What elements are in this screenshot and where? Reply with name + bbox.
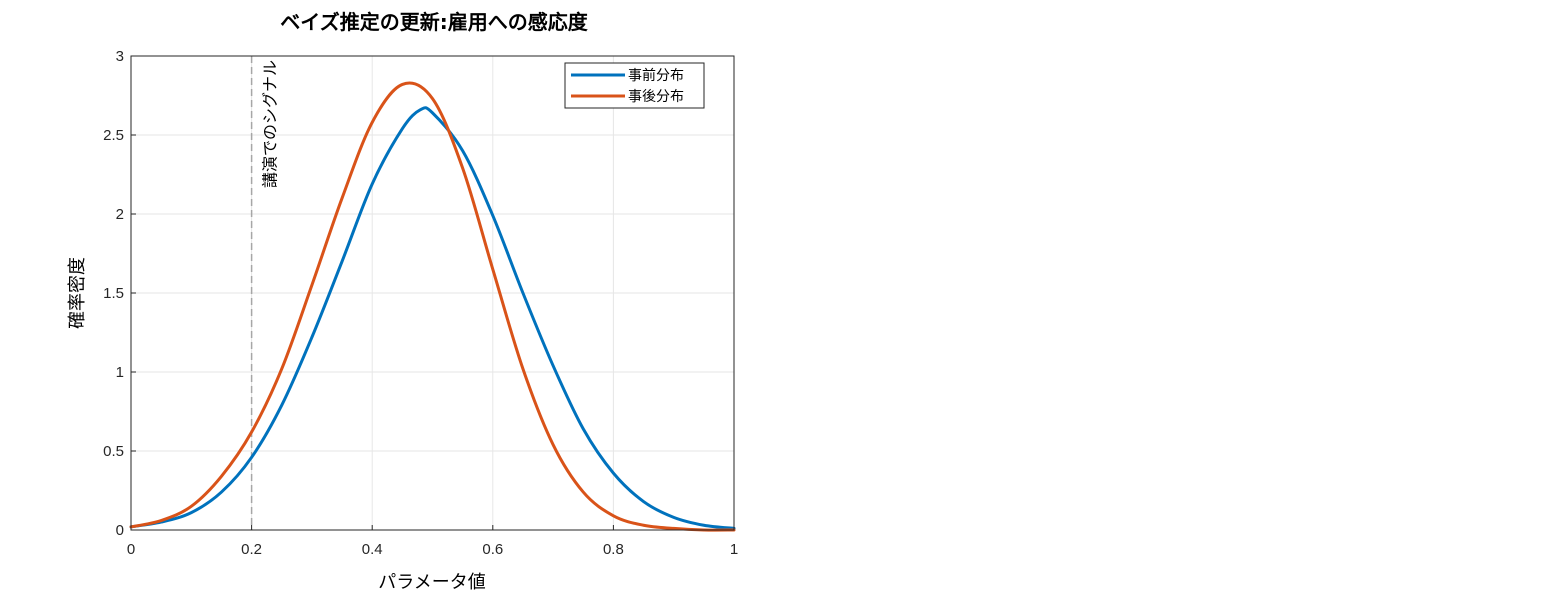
series-lines — [129, 81, 736, 532]
x-axis-label: パラメータ値 — [378, 572, 485, 593]
signal-vline-label: 講演でのシグナル — [261, 60, 280, 188]
x-tick-label: 0.4 — [362, 541, 383, 558]
legend-label-prior: 事前分布 — [628, 67, 684, 84]
y-tick-label: 3 — [116, 48, 124, 65]
x-tick-label: 0.8 — [603, 541, 624, 558]
y-tick-label: 0.5 — [103, 443, 124, 460]
legend-label-posterior: 事後分布 — [628, 89, 684, 105]
legend: 事前分布 事後分布 — [564, 62, 705, 109]
y-axis-ticks: 0 0.5 1 1.5 2 2.5 3 — [103, 48, 136, 539]
y-tick-label: 1 — [116, 364, 124, 381]
annotations: 講演でのシグナル — [250, 56, 280, 530]
x-tick-label: 0.2 — [241, 541, 262, 558]
x-tick-label: 0 — [127, 541, 135, 558]
y-axis-label: 確率密度 — [67, 257, 88, 329]
y-tick-label: 1.5 — [103, 285, 124, 302]
prior-line — [129, 106, 736, 530]
x-axis-ticks: 0 0.2 0.4 0.6 0.8 1 — [127, 525, 738, 558]
legend-box — [564, 62, 705, 109]
x-tick-label: 1 — [730, 541, 738, 558]
y-tick-label: 2.5 — [103, 127, 124, 144]
y-tick-label: 0 — [116, 522, 124, 539]
y-tick-label: 2 — [116, 206, 124, 223]
posterior-line — [129, 81, 736, 532]
chart-title: ベイズ推定の更新:雇用への感応度 — [280, 10, 588, 34]
x-tick-label: 0.6 — [482, 541, 503, 558]
